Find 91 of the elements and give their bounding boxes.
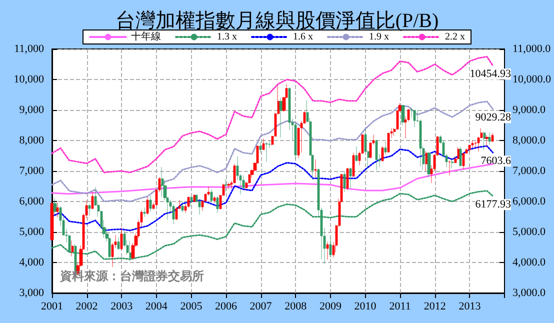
candlestick [352,152,355,178]
candlestick [488,132,491,145]
y2-tick-label: 4,000.0 [512,256,546,268]
candlestick [326,242,329,260]
annotation: 6177.93 [475,198,512,211]
candlestick [181,201,184,213]
candlestick [88,203,91,216]
candlestick [314,159,317,178]
x-tick-label: 2010 [354,300,377,312]
annotation: 9029.28 [475,112,512,124]
candlestick [216,196,219,214]
candlestick [53,198,57,215]
candlestick [149,196,152,212]
y-tick-label: 4,000 [19,256,44,268]
candlestick [483,131,486,150]
candlestick [346,168,349,190]
candlestick [384,141,387,156]
legend-label: 1.6 x [293,32,313,42]
x-tick-label: 2009 [319,300,342,312]
candlestick [210,189,213,202]
x-tick-label: 2002 [76,300,98,312]
legend-label: 十年線 [131,30,161,42]
y2-tick-label: 3,000.0 [512,287,546,299]
y-tick-label: 5,000 [19,226,44,238]
y2-tick-label: 10,000.0 [512,74,552,86]
candlestick [427,152,431,178]
candlestick [462,152,465,170]
x-tick-label: 2004 [145,300,168,312]
candlestick [117,236,120,250]
y-tick-label: 6,000 [19,196,44,208]
candlestick [491,132,494,142]
candlestick [343,170,346,192]
x-tick-label: 2007 [250,300,272,312]
candlestick [227,182,231,190]
candlestick [468,144,471,152]
candlestick [457,147,460,160]
y2-tick-label: 6,000.0 [512,196,546,208]
candlestick [224,178,228,192]
x-tick-label: 2012 [424,300,446,312]
x-tick-label: 2006 [215,300,238,312]
candlestick [459,146,462,166]
candlestick [56,202,59,218]
candlestick [381,146,384,162]
y-tick-label: 7,000 [19,165,44,177]
candlestick [451,158,454,168]
candlestick [190,196,193,207]
y2-tick-label: 5,000.0 [512,226,546,238]
y-tick-label: 8,000 [19,134,44,146]
candlestick [413,110,416,128]
candlestick [265,142,268,162]
y-tick-label: 3,000 [19,287,44,299]
candlestick [71,240,74,257]
candlestick [375,140,378,170]
candlestick [279,98,283,138]
annotation: 7603.6 [480,155,512,168]
candlestick [50,200,54,241]
candlestick [262,138,265,150]
annotation: 10454.93 [470,68,512,80]
candlestick [259,142,262,154]
x-tick-label: 2005 [180,300,203,312]
candlestick [213,196,216,203]
candlestick [485,134,489,147]
y2-tick-label: 8,000.0 [512,134,546,146]
x-tick-label: 2011 [389,300,411,312]
line-series [51,163,494,195]
x-tick-label: 2013 [458,300,482,312]
candlestick [329,237,332,258]
legend-label: 2.2 x [445,32,465,42]
candlestick [387,132,390,153]
x-tick-label: 2008 [284,300,308,312]
candlestick [146,196,149,215]
chart-title: 台灣加權指數月線與股價淨值比(P/B) [115,10,439,32]
candlestick [471,140,474,148]
y2-tick-label: 9,000.0 [512,104,546,116]
candlestick [120,228,123,250]
legend-label: 1.9 x [369,32,389,42]
y2-tick-label: 11,000.0 [512,43,552,55]
candlestick [401,105,405,126]
y-tick-label: 9,000 [19,104,44,116]
candlestick [91,192,94,210]
candlestick [349,167,352,189]
y-tick-label: 10,000 [14,74,44,86]
y2-tick-label: 7,000.0 [512,165,546,177]
legend-label: 1.3 x [217,32,237,42]
candlestick [161,166,164,198]
y-tick-label: 11,000 [14,43,44,55]
candlestick [143,207,146,217]
x-tick-label: 2001 [41,300,63,312]
x-tick-label: 2003 [110,300,134,312]
candlestick [425,150,428,172]
candlestick [355,146,358,162]
